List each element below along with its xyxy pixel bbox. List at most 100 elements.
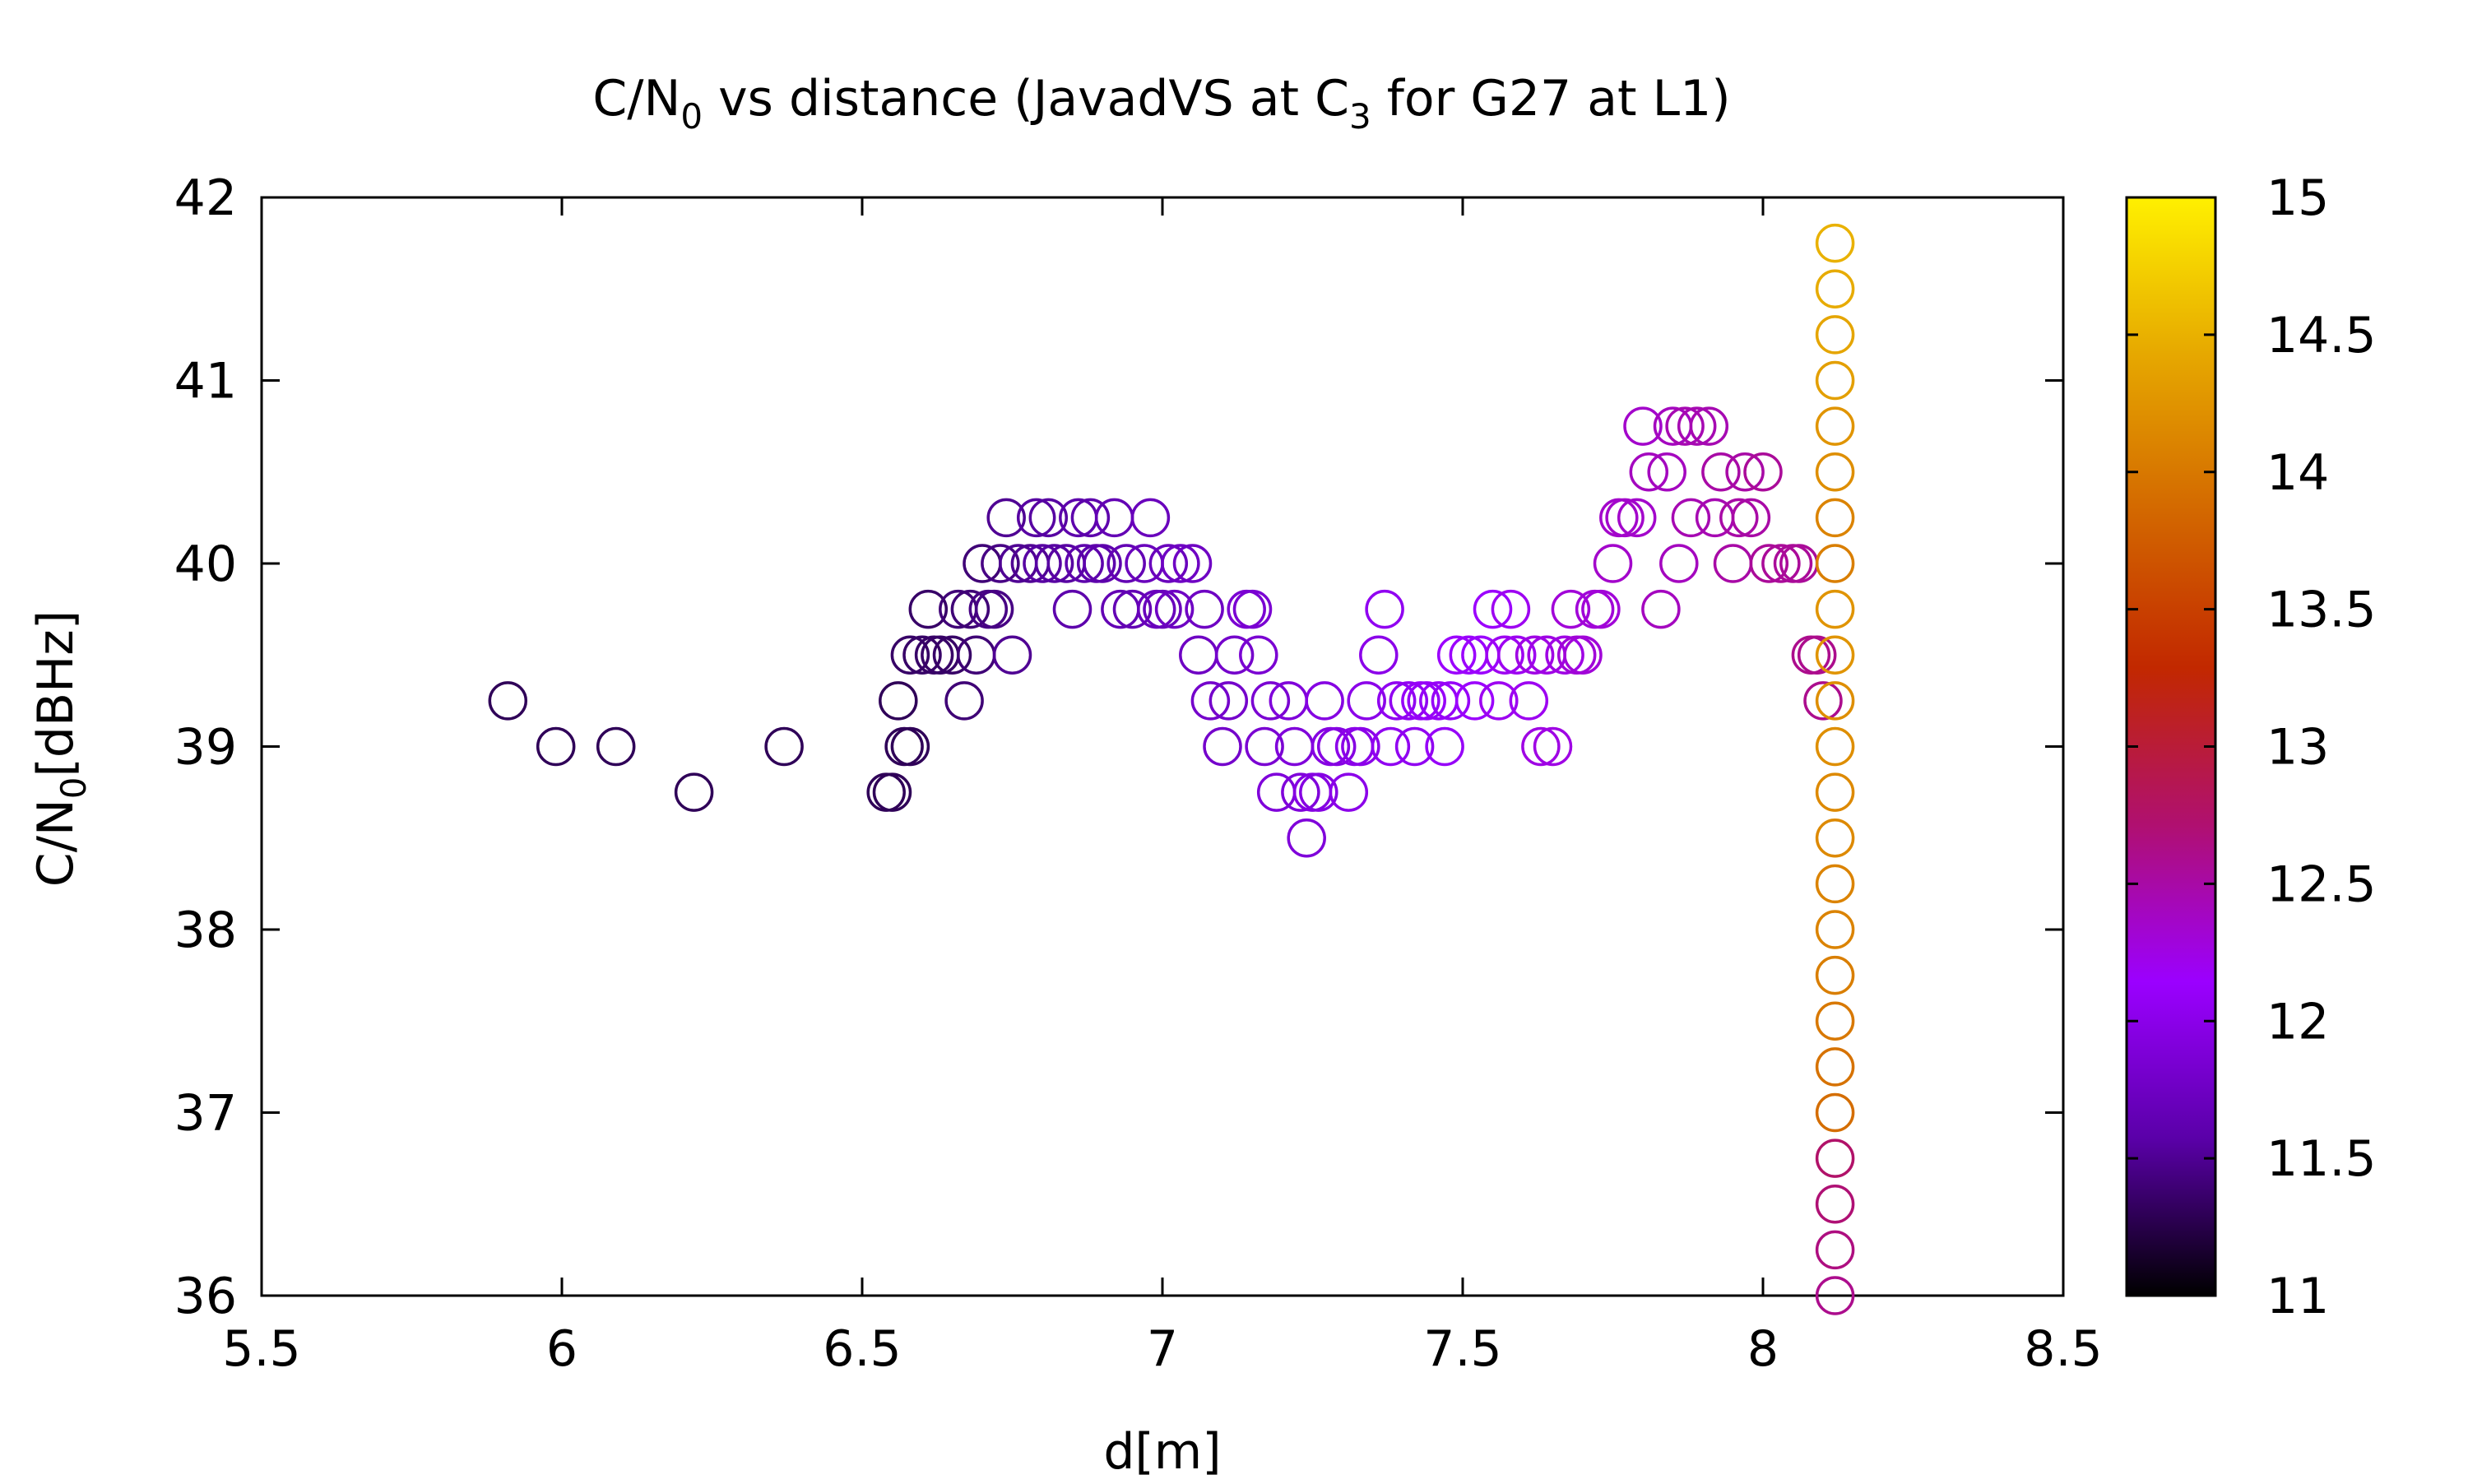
scatter-point xyxy=(1749,544,1789,583)
scatter-point xyxy=(1815,681,1855,721)
scatter-point xyxy=(1161,544,1200,583)
scatter-point xyxy=(1815,1276,1855,1315)
scatter-point xyxy=(1563,635,1603,675)
scatter-point xyxy=(1797,635,1837,675)
scatter-point xyxy=(1815,910,1855,949)
scatter-point xyxy=(1815,498,1855,538)
scatter-point xyxy=(902,635,942,675)
plot-area xyxy=(260,196,2065,1297)
colorbar-ticks: 11 11.5 12 12.5 13 13.5 14 14.5 15 xyxy=(2127,169,2377,1325)
x-tick-label: 5.5 xyxy=(222,1320,300,1378)
scatter-point xyxy=(1593,544,1633,583)
scatter-point xyxy=(1425,726,1464,767)
scatter-point xyxy=(1347,681,1386,721)
scatter-point xyxy=(986,498,1026,538)
scatter-point xyxy=(1431,681,1471,721)
scatter-point xyxy=(1815,1001,1855,1041)
scatter-point xyxy=(1496,635,1537,675)
scatter-point xyxy=(890,635,930,675)
colorbar-tick-label: 11 xyxy=(2266,1268,2329,1325)
scatter-point xyxy=(1815,726,1855,767)
scatter-point xyxy=(992,635,1032,675)
scatter-point xyxy=(1329,772,1369,812)
title-sub-0: 0 xyxy=(680,96,703,137)
scatter-point xyxy=(1719,498,1759,538)
scatter-point xyxy=(1376,681,1417,721)
scatter-point xyxy=(1617,498,1657,538)
scatter-point xyxy=(1250,681,1291,721)
scatter-point xyxy=(1148,544,1189,583)
scatter-point xyxy=(1016,498,1056,538)
scatter-point xyxy=(981,544,1020,583)
scatter-point xyxy=(536,726,576,767)
scatter-point xyxy=(1214,635,1255,675)
scatter-point xyxy=(1815,864,1855,904)
x-tick-label: 8 xyxy=(1747,1320,1779,1378)
scatter-point xyxy=(1208,681,1249,721)
scatter-point xyxy=(1305,681,1344,721)
scatter-point xyxy=(1629,452,1669,492)
y-tick-label: 36 xyxy=(174,1268,237,1325)
scatter-point xyxy=(1052,589,1093,629)
scatter-point xyxy=(1407,681,1446,721)
scatter-point xyxy=(1245,726,1284,767)
y-label-prefix: C/N xyxy=(27,799,85,887)
x-axis: 5.5 6 6.5 7 7.5 8 8.5 xyxy=(222,197,2103,1378)
scatter-point xyxy=(1815,1230,1855,1270)
y-tick-label: 42 xyxy=(174,169,237,227)
scatter-point xyxy=(1112,589,1153,629)
y-label-sub: 0 xyxy=(53,777,94,799)
colorbar-tick-label: 12.5 xyxy=(2266,856,2377,913)
scatter-point xyxy=(1485,635,1524,675)
scatter-point xyxy=(1815,1185,1855,1224)
scatter-point xyxy=(1677,406,1717,446)
scatter-point xyxy=(1605,498,1645,538)
scatter-point xyxy=(1365,589,1404,629)
scatter-point xyxy=(1154,589,1195,629)
scatter-point xyxy=(1647,452,1686,492)
scatter-point xyxy=(1815,1047,1855,1087)
scatter-point xyxy=(1689,406,1729,446)
colorbar-tick-label: 15 xyxy=(2266,169,2329,227)
scatter-point xyxy=(1185,589,1224,629)
y-label-suffix: [dBHz] xyxy=(27,610,85,777)
scatter-point xyxy=(879,681,918,721)
scatter-point xyxy=(1815,819,1855,858)
scatter-point xyxy=(1083,544,1122,583)
scatter-point xyxy=(1659,544,1699,583)
scatter-point xyxy=(1023,544,1062,583)
scatter-point xyxy=(944,681,984,721)
scatter-point xyxy=(1671,498,1711,538)
scatter-point xyxy=(1281,772,1320,812)
scatter-point xyxy=(1815,452,1855,492)
scatter-point xyxy=(1803,681,1843,721)
scatter-point xyxy=(488,681,528,721)
scatter-point xyxy=(1479,681,1519,721)
scatter-point xyxy=(1701,452,1741,492)
scatter-point xyxy=(1394,726,1435,767)
chart-title: C/N0 vs distance (JavadVS at C3 for G27 … xyxy=(592,70,1730,137)
scatter-point xyxy=(1454,681,1495,721)
x-tick-label: 7.5 xyxy=(1423,1320,1501,1378)
colorbar-tick-label: 14 xyxy=(2266,444,2329,502)
scatter-point xyxy=(1239,635,1278,675)
scatter-point xyxy=(1665,406,1705,446)
scatter-point xyxy=(1815,360,1855,401)
y-tick-label: 41 xyxy=(174,353,237,410)
scatter-point xyxy=(1491,589,1531,629)
colorbar-tick-label: 14.5 xyxy=(2266,307,2377,364)
scatter-point xyxy=(1533,726,1573,767)
x-tick-label: 6 xyxy=(546,1320,578,1378)
scatter-point xyxy=(890,726,930,767)
scatter-point xyxy=(1551,589,1591,629)
scatter-point xyxy=(872,772,912,812)
scatter-point xyxy=(596,726,636,767)
scatter-point xyxy=(1815,223,1855,263)
scatter-point xyxy=(1815,406,1855,446)
scatter-point xyxy=(764,726,804,767)
colorbar xyxy=(2125,196,2217,1297)
scatter-point xyxy=(1065,544,1104,583)
scatter-point xyxy=(1341,726,1380,767)
y-tick-label: 40 xyxy=(174,536,237,593)
